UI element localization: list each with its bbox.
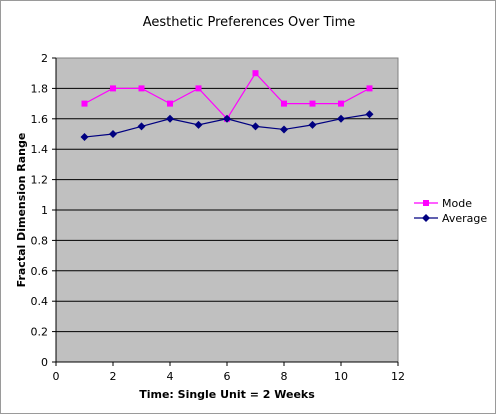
data-point-mode bbox=[195, 85, 202, 92]
data-point-average bbox=[337, 114, 345, 123]
x-tick-label: 12 bbox=[391, 370, 405, 383]
axes: 0 0.2 0.4 0.6 0.8 1 1.2 1.4 1.6 1.8 2 0 2 4 6 8 10 12 bbox=[31, 52, 406, 383]
y-tick-label: 1 bbox=[41, 204, 48, 217]
legend-item-mode: Mode bbox=[414, 197, 472, 210]
data-point-mode bbox=[281, 100, 287, 107]
series-layer bbox=[80, 70, 374, 142]
x-tick-label: 0 bbox=[53, 370, 60, 383]
legend-label: Average bbox=[442, 212, 487, 225]
data-point-average bbox=[109, 130, 117, 138]
data-point-mode bbox=[167, 100, 173, 107]
data-point-average bbox=[251, 122, 260, 131]
data-point-average bbox=[280, 125, 288, 134]
data-point-mode bbox=[309, 100, 316, 107]
y-tick-label: 1.4 bbox=[31, 143, 49, 156]
legend-item-average: Average bbox=[414, 212, 487, 225]
legend: Mode Average bbox=[414, 197, 487, 225]
data-point-mode bbox=[338, 100, 344, 107]
y-tick-label: 0.8 bbox=[31, 234, 49, 247]
legend-swatch-marker bbox=[423, 200, 429, 206]
data-point-average bbox=[223, 114, 231, 123]
y-tick-label: 0.6 bbox=[31, 265, 49, 278]
x-tick-label: 10 bbox=[334, 370, 348, 383]
y-tick-label: 0 bbox=[41, 356, 48, 369]
data-point-mode bbox=[110, 85, 116, 92]
data-point-mode bbox=[252, 70, 259, 77]
y-axis-label: Fractal Dimension Range bbox=[15, 133, 28, 288]
y-tick-label: 2 bbox=[41, 52, 48, 65]
data-point-average bbox=[308, 120, 317, 129]
x-tick-label: 6 bbox=[224, 370, 231, 383]
data-point-mode bbox=[81, 100, 88, 107]
x-tick-label: 2 bbox=[110, 370, 117, 383]
y-tick-label: 1.2 bbox=[31, 174, 49, 187]
chart-title: Aesthetic Preferences Over Time bbox=[143, 15, 356, 30]
data-point-average bbox=[137, 122, 146, 131]
series-average bbox=[80, 110, 374, 142]
legend-label: Mode bbox=[442, 197, 472, 210]
x-tick-label: 4 bbox=[167, 370, 174, 383]
x-axis-label: Time: Single Unit = 2 Weeks bbox=[139, 388, 315, 401]
x-tick-label: 8 bbox=[281, 370, 288, 383]
legend-swatch-marker bbox=[422, 214, 430, 222]
data-point-average bbox=[80, 133, 89, 142]
data-point-average bbox=[365, 110, 374, 119]
data-point-mode bbox=[138, 85, 145, 92]
data-point-average bbox=[166, 114, 174, 123]
y-tick-label: 0.2 bbox=[31, 326, 49, 339]
data-point-mode bbox=[366, 85, 373, 92]
y-tick-label: 1.8 bbox=[31, 82, 49, 95]
data-point-average bbox=[194, 120, 203, 129]
y-tick-label: 1.6 bbox=[31, 113, 49, 126]
y-tick-label: 0.4 bbox=[31, 295, 49, 308]
